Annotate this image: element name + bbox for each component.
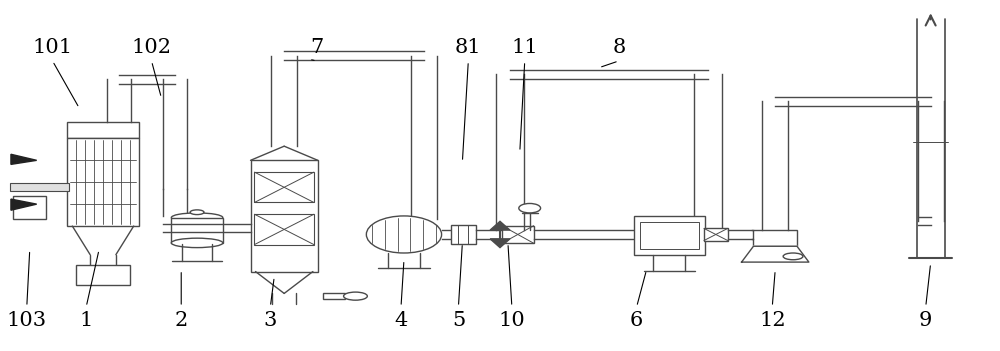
Polygon shape [742,246,809,262]
Bar [502,226,534,243]
Polygon shape [11,199,37,210]
Bar [67,138,139,226]
Text: 4: 4 [394,311,408,330]
Bar [640,222,699,249]
Bar [634,216,705,255]
Text: 102: 102 [132,38,172,57]
Polygon shape [490,239,510,247]
Text: 9: 9 [919,311,932,330]
Text: 2: 2 [175,311,188,330]
Text: 103: 103 [7,311,47,330]
Bar [171,218,223,243]
Text: 81: 81 [455,38,482,57]
Bar [13,197,46,219]
Circle shape [344,292,367,300]
Bar [753,230,797,246]
Text: 11: 11 [511,38,538,57]
Text: 12: 12 [759,311,786,330]
Polygon shape [490,221,510,230]
Bar [76,265,130,285]
Bar [67,121,139,138]
Text: 3: 3 [264,311,277,330]
Bar [704,229,728,240]
Text: 6: 6 [630,311,643,330]
Text: 5: 5 [452,311,465,330]
Circle shape [783,253,803,260]
Ellipse shape [366,216,442,253]
Text: 10: 10 [499,311,525,330]
Bar [323,293,345,299]
Bar [10,183,69,191]
Bar [254,214,314,245]
Text: 101: 101 [32,38,73,57]
Ellipse shape [171,213,223,222]
Ellipse shape [171,238,223,247]
Text: 8: 8 [612,38,625,57]
Text: 1: 1 [79,311,93,330]
Ellipse shape [519,204,541,213]
Text: 7: 7 [310,38,323,57]
Bar [450,225,476,244]
Bar [254,172,314,203]
Bar [251,160,318,272]
Polygon shape [11,154,37,164]
Circle shape [190,210,204,214]
